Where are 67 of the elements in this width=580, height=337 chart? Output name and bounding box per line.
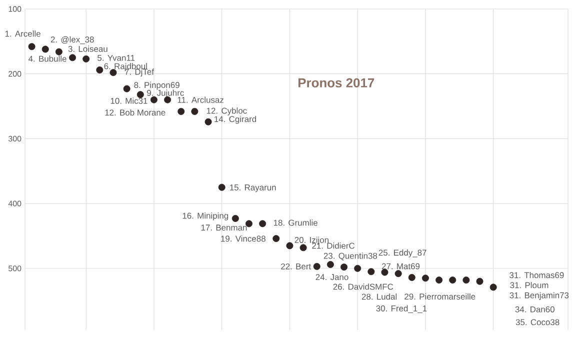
point <box>69 54 76 62</box>
annotation: 6. Rajdboul <box>104 63 147 71</box>
point <box>28 43 36 50</box>
point <box>490 284 497 291</box>
annotation: 26. DavidSMFC <box>333 284 394 290</box>
point <box>462 276 470 284</box>
annotation: 2. @lex_38 <box>50 36 94 44</box>
point <box>204 118 212 126</box>
annotation: 14. Cgirard <box>214 116 256 124</box>
text: Pronos 2017 <box>298 78 374 88</box>
annotation: 9. Jujuhrc <box>147 90 184 98</box>
annotation: 15. Rayarun <box>230 184 276 192</box>
annotation: 21. DidierC <box>312 242 355 249</box>
annotation: 34. Dan60 <box>515 306 554 312</box>
annotation: 7. DjTef <box>124 68 154 77</box>
point <box>55 48 62 56</box>
annotation: 35. Coco38 <box>516 319 560 326</box>
annotation: 22. Bert <box>281 264 312 270</box>
point <box>368 268 375 276</box>
point <box>354 264 362 272</box>
point <box>449 276 456 284</box>
point <box>300 244 307 252</box>
annotation: 5. Yvan11 <box>98 55 135 61</box>
annotation: 25. Eddy_87 <box>378 250 426 258</box>
annotation: 31. Benjamin73 <box>510 292 569 300</box>
annotation: 1. Arcelle <box>5 30 40 37</box>
annotation: 12. Bob Morane <box>105 109 166 116</box>
annotation: 10. Mic31 <box>110 98 148 104</box>
point <box>123 85 130 92</box>
point <box>422 274 429 282</box>
point <box>42 46 49 53</box>
point <box>150 96 158 104</box>
annotation: 11. Arclusaz <box>178 96 224 103</box>
annotation: 18. Grumlie <box>274 220 318 226</box>
point <box>272 235 280 242</box>
annotation: 8. Pinpon69 <box>134 82 180 90</box>
point <box>259 220 266 228</box>
point <box>218 184 226 191</box>
point <box>340 264 348 271</box>
annotation: 4. Bubulle <box>28 56 66 62</box>
annotation: 17. Benman <box>201 224 247 231</box>
annotation: 12. Cybloc <box>206 108 247 116</box>
annotation: 16. Miniping <box>182 212 228 220</box>
annotation: 3. Loiseau <box>68 46 108 52</box>
point <box>232 215 239 222</box>
point <box>178 108 185 116</box>
point <box>394 270 402 278</box>
annotation: 31. Thomas69 <box>510 272 564 278</box>
annotation: 27. Mat69 <box>382 263 420 270</box>
point <box>96 66 104 74</box>
annotation: 29. Pierromarseille <box>404 293 476 300</box>
point <box>408 274 416 282</box>
point <box>110 69 117 76</box>
annotation: 20. Izijon <box>294 236 328 245</box>
point <box>476 278 484 285</box>
point <box>286 242 294 250</box>
annotation: 23. Quentin38 <box>324 252 378 260</box>
point <box>191 108 198 116</box>
annotation: 28. Ludal <box>362 294 397 300</box>
annotation: 31. Ploum <box>510 282 548 288</box>
annotation: 24. Jano <box>316 274 348 280</box>
point <box>436 276 443 284</box>
annotation: 30. Fred_1_1 <box>376 305 427 314</box>
point <box>313 263 320 270</box>
point <box>326 261 334 268</box>
annotation: 19. Vince88 <box>221 236 266 242</box>
point <box>82 56 90 63</box>
